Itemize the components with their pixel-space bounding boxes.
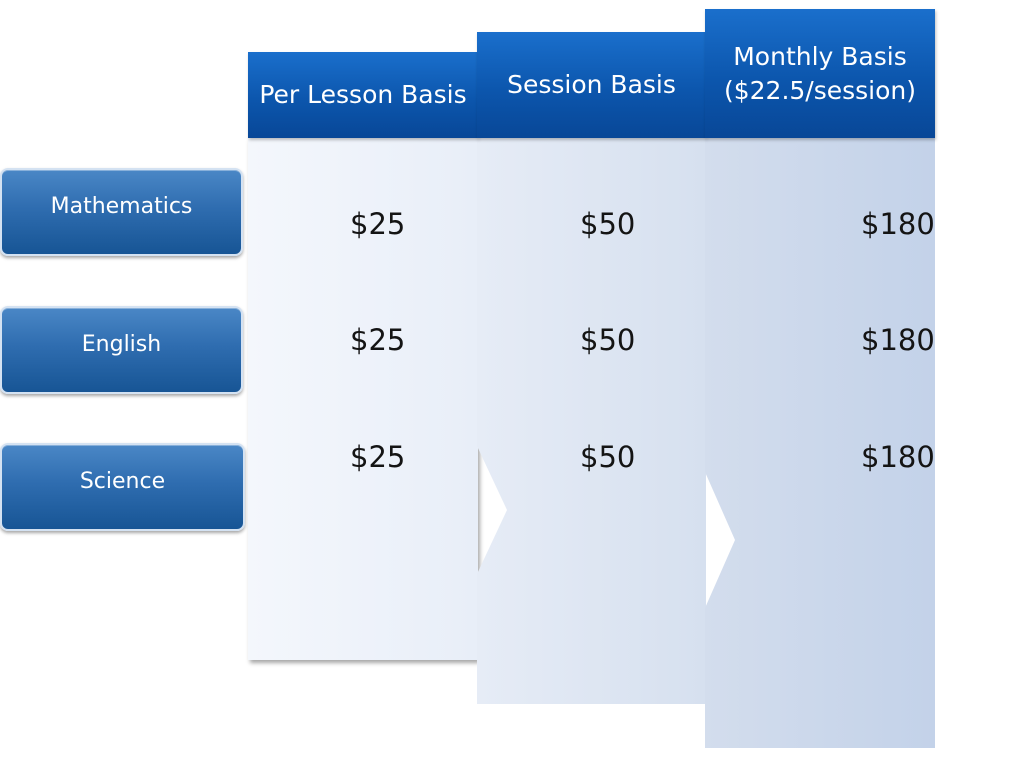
price-cell: $180 [861,207,935,241]
price-cell: $180 [861,440,935,474]
column-header-monthly: Monthly Basis ($22.5/session) [705,9,935,138]
price-cell: $25 [350,323,406,357]
row-label-text: English [81,332,162,357]
row-label-text: Mathematics [50,194,193,219]
row-label-english: English [0,306,243,394]
column-monthly-body [705,138,935,748]
column-session-body [477,138,706,704]
price-cell: $25 [350,440,406,474]
column-per-lesson-body [248,138,478,660]
column-header-title: Monthly Basis [733,41,907,71]
row-label-text: Science [79,469,166,494]
column-header-title: Session Basis [507,70,676,99]
column-header-session: Session Basis [477,32,706,138]
price-cell: $25 [350,207,406,241]
column-header-title: Per Lesson Basis [259,80,467,110]
row-label-science: Science [0,443,245,531]
column-header-subtitle: ($22.5/session) [723,75,917,105]
price-cell: $50 [580,440,636,474]
column-header-per-lesson: Per Lesson Basis [248,52,478,138]
price-cell: $50 [580,207,636,241]
price-cell: $180 [861,323,935,357]
row-label-mathematics: Mathematics [0,168,243,256]
price-cell: $50 [580,323,636,357]
